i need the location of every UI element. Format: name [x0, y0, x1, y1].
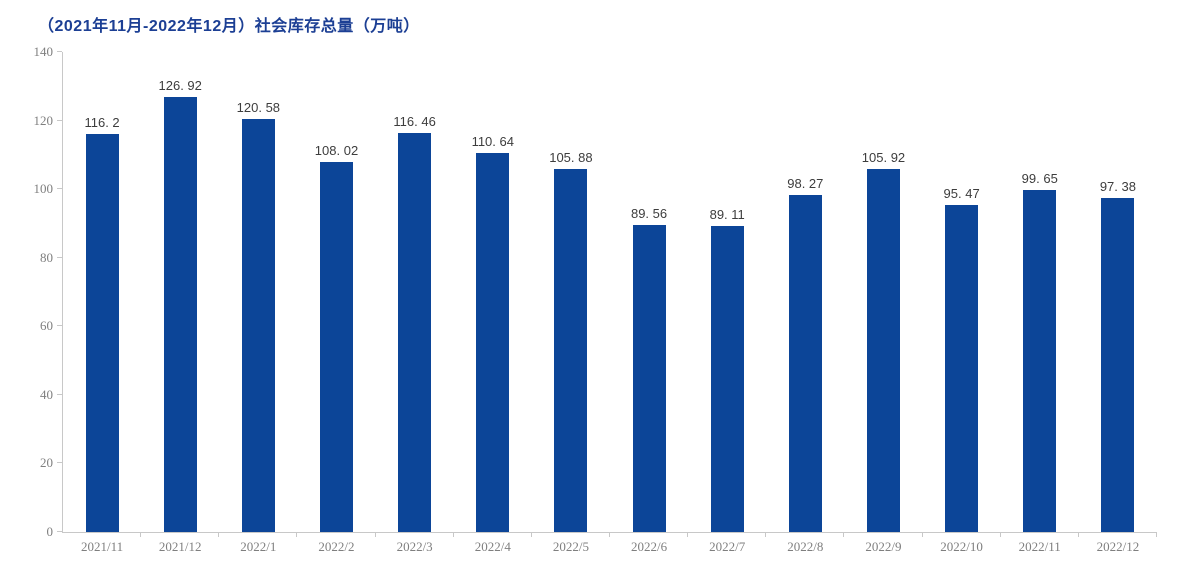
bar-column: 98. 27 2022/8: [766, 52, 845, 554]
bar-value-label: 89. 56: [630, 205, 668, 221]
bar-column: 116. 2 2021/11: [63, 52, 142, 554]
y-tick-label: 0: [46, 524, 54, 539]
y-tick-label: 60: [40, 318, 53, 334]
bar-column: 126. 92 2021/12: [141, 52, 220, 554]
bar-column: 95. 47 2022/10: [923, 52, 1001, 554]
bar-value-label: 105. 88: [549, 149, 593, 165]
bar-column: 105. 92 2022/9: [844, 52, 923, 554]
x-tick-label: 2022/5: [552, 539, 589, 554]
bar-column: 99. 65 2022/11: [1001, 52, 1079, 554]
bar-column: 120. 58 2022/1: [219, 52, 298, 554]
y-tick-mark: [57, 119, 62, 121]
bar-value-label: 105. 92: [861, 149, 906, 165]
bar-column: 110. 64 2022/4: [454, 52, 532, 554]
y-tick-label: 120: [33, 112, 54, 128]
bar: [85, 133, 119, 532]
x-tick-label: 2022/8: [787, 539, 824, 554]
y-tick-label: 40: [40, 386, 53, 402]
x-tick-label: 2022/6: [630, 539, 668, 554]
x-tick-label: 2022/12: [1096, 539, 1140, 554]
x-tick-label: 2022/9: [865, 539, 902, 554]
bar-value-label: 116. 46: [393, 113, 436, 129]
bar: [554, 168, 588, 532]
plot-area: 116. 2 2021/11 126. 92 2021/12 120. 58 2022/1…: [62, 52, 1158, 554]
bar-value-label: 108. 02: [314, 142, 359, 158]
x-tick-label: 2022/4: [474, 539, 511, 554]
bar-column: 105. 88 2022/5: [532, 52, 611, 554]
bar: [945, 204, 979, 532]
x-tick-label: 2021/11: [80, 539, 124, 554]
y-tick-mark: [57, 393, 62, 395]
bar-column: 97. 38 2022/12: [1079, 52, 1158, 554]
chart-title: （2021年11月-2022年12月）社会库存总量（万吨）: [38, 18, 420, 35]
bar: [710, 226, 744, 532]
bar: [241, 118, 275, 532]
x-tick-label: 2022/10: [940, 539, 983, 554]
bar-value-label: 95. 47: [943, 185, 980, 201]
x-tick-label: 2021/12: [158, 539, 202, 554]
bar-value-label: 99. 65: [1021, 171, 1058, 187]
bar-value-label: 110. 64: [471, 133, 514, 149]
bar: [319, 161, 353, 532]
y-tick-label: 20: [40, 455, 53, 471]
bar: [632, 224, 666, 532]
x-tick-label: 2022/11: [1018, 539, 1061, 554]
x-tick-label: 2022/1: [240, 539, 277, 554]
y-tick-mark: [57, 51, 62, 52]
y-tick-mark: [57, 256, 62, 258]
y-tick-label: 80: [40, 249, 53, 265]
bar: [476, 152, 510, 532]
bar: [398, 132, 432, 532]
y-tick-mark: [57, 325, 62, 327]
bar-column: 116. 46 2022/3: [376, 52, 454, 554]
x-tick-label: 2022/3: [396, 539, 433, 554]
bar-value-label: 116. 2: [84, 114, 120, 130]
bar-column: 108. 02 2022/2: [297, 52, 376, 554]
bar-value-label: 89. 11: [709, 207, 745, 223]
bar-value-label: 126. 92: [158, 77, 202, 93]
bar-column: 89. 56 2022/6: [610, 52, 689, 554]
bar-value-label: 97. 38: [1099, 179, 1136, 195]
y-tick-mark: [57, 188, 62, 190]
x-tick-label: 2022/2: [318, 539, 355, 554]
bar-value-label: 98. 27: [787, 176, 824, 192]
y-tick-mark: [57, 462, 62, 464]
bar: [1101, 198, 1135, 532]
bar: [1023, 190, 1057, 532]
y-tick-mark: [57, 531, 62, 532]
x-tick-label: 2022/7: [709, 539, 746, 554]
y-tick-label: 100: [33, 181, 54, 197]
y-tick-label: 140: [33, 44, 54, 59]
bar-value-label: 120. 58: [236, 99, 281, 115]
bar: [866, 168, 900, 532]
bar: [788, 195, 822, 532]
bar: [163, 96, 197, 532]
bar-column: 89. 11 2022/7: [688, 52, 767, 554]
